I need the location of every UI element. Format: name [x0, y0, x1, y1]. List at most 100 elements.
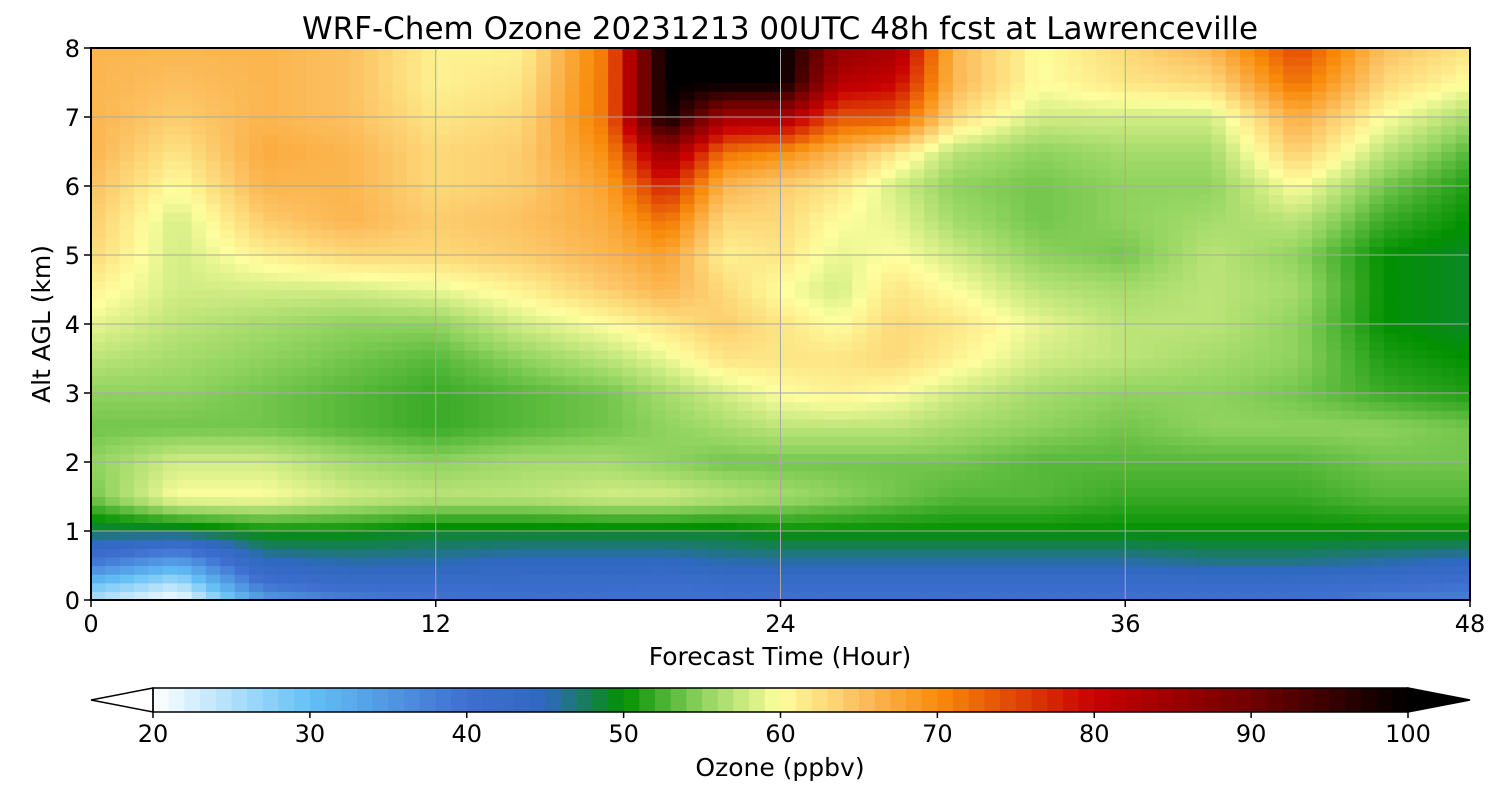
heatmap-cell: [1053, 401, 1069, 411]
heatmap-cell: [1225, 324, 1241, 334]
heatmap-cell: [550, 565, 566, 575]
heatmap-cell: [263, 203, 279, 213]
heatmap-cell: [1039, 194, 1055, 204]
heatmap-cell: [119, 410, 135, 420]
heatmap-cell: [249, 427, 264, 437]
heatmap-cell: [1412, 548, 1428, 558]
heatmap-cell: [119, 203, 135, 213]
heatmap-cell: [521, 531, 537, 541]
heatmap-cell: [91, 142, 106, 153]
heatmap-cell: [651, 237, 667, 247]
heatmap-cell: [1139, 194, 1155, 204]
heatmap-cell: [1326, 160, 1342, 170]
heatmap-cell: [91, 470, 106, 480]
heatmap-cell: [679, 194, 695, 204]
heatmap-cell: [1067, 444, 1083, 454]
heatmap-cell: [363, 462, 379, 472]
heatmap-cell: [579, 582, 595, 592]
heatmap-cell: [1268, 367, 1284, 377]
heatmap-cell: [1053, 203, 1069, 213]
heatmap-cell: [780, 444, 796, 454]
heatmap-cell: [1125, 582, 1141, 592]
heatmap-cell: [909, 522, 925, 532]
heatmap-cell: [1441, 237, 1457, 247]
heatmap-cell: [162, 591, 178, 601]
heatmap-cell: [320, 229, 336, 239]
heatmap-cell: [565, 246, 580, 256]
heatmap-cell: [450, 556, 466, 567]
heatmap-cell: [665, 418, 681, 429]
heatmap-cell: [809, 332, 825, 342]
heatmap-cell: [91, 574, 106, 584]
heatmap-cell: [837, 453, 853, 463]
heatmap-cell: [766, 280, 782, 291]
heatmap-cell: [1168, 358, 1184, 368]
heatmap-cell: [780, 384, 796, 394]
heatmap-cell: [205, 298, 221, 308]
heatmap-cell: [1211, 151, 1227, 161]
heatmap-cell: [1053, 444, 1069, 454]
heatmap-cell: [780, 237, 796, 247]
heatmap-cell: [622, 246, 638, 256]
heatmap-cell: [1254, 410, 1270, 420]
heatmap-cell: [1225, 280, 1241, 291]
heatmap-cell: [1067, 160, 1083, 170]
heatmap-cell: [593, 186, 609, 196]
heatmap-cell: [608, 582, 624, 592]
heatmap-cell: [1369, 574, 1385, 584]
heatmap-cell: [1125, 401, 1141, 411]
heatmap-cell: [435, 151, 451, 161]
heatmap-cell: [536, 272, 552, 282]
heatmap-cell: [1283, 556, 1299, 567]
heatmap-cell: [335, 280, 351, 291]
heatmap-cell: [464, 375, 480, 385]
heatmap-cell: [1053, 522, 1069, 532]
heatmap-cell: [1182, 237, 1198, 247]
heatmap-cell: [91, 556, 106, 567]
heatmap-cell: [363, 410, 379, 420]
heatmap-cell: [895, 548, 911, 558]
heatmap-cell: [866, 255, 882, 265]
heatmap-cell: [91, 582, 106, 592]
heatmap-cell: [320, 211, 336, 222]
heatmap-cell: [1297, 211, 1313, 222]
heatmap-cell: [536, 306, 552, 316]
heatmap-cell: [852, 358, 868, 368]
heatmap-cell: [1153, 462, 1169, 472]
heatmap-cell: [1254, 531, 1270, 541]
heatmap-cell: [1211, 298, 1227, 308]
heatmap-cell: [766, 548, 782, 558]
heatmap-cell: [1283, 487, 1299, 498]
heatmap-cell: [550, 349, 566, 360]
heatmap-cell: [1125, 280, 1141, 291]
heatmap-cell: [1125, 548, 1141, 558]
heatmap-cell: [1455, 367, 1471, 377]
heatmap-cell: [134, 177, 150, 187]
heatmap-cell: [823, 306, 839, 316]
heatmap-cell: [1039, 505, 1055, 515]
heatmap-cell: [579, 462, 595, 472]
heatmap-cell: [794, 349, 810, 360]
heatmap-cell: [1082, 151, 1098, 161]
heatmap-cell: [1412, 487, 1428, 498]
heatmap-cell: [392, 393, 408, 403]
heatmap-cell: [1082, 298, 1098, 308]
heatmap-cell: [1398, 349, 1414, 360]
heatmap-cell: [651, 280, 667, 291]
heatmap-cell: [1067, 531, 1083, 541]
heatmap-cell: [421, 453, 437, 463]
heatmap-cell: [162, 513, 178, 523]
heatmap-cell: [1110, 168, 1126, 178]
heatmap-cell: [277, 203, 293, 213]
heatmap-cell: [450, 272, 466, 282]
heatmap-cell: [981, 341, 997, 351]
heatmap-cell: [1311, 410, 1327, 420]
heatmap-cell: [1326, 565, 1342, 575]
heatmap-cell: [134, 427, 150, 437]
heatmap-cell: [536, 186, 552, 196]
heatmap-cell: [220, 332, 236, 342]
heatmap-cell: [1311, 375, 1327, 385]
heatmap-cell: [1340, 401, 1356, 411]
heatmap-cell: [1383, 237, 1399, 247]
heatmap-cell: [1139, 574, 1155, 584]
